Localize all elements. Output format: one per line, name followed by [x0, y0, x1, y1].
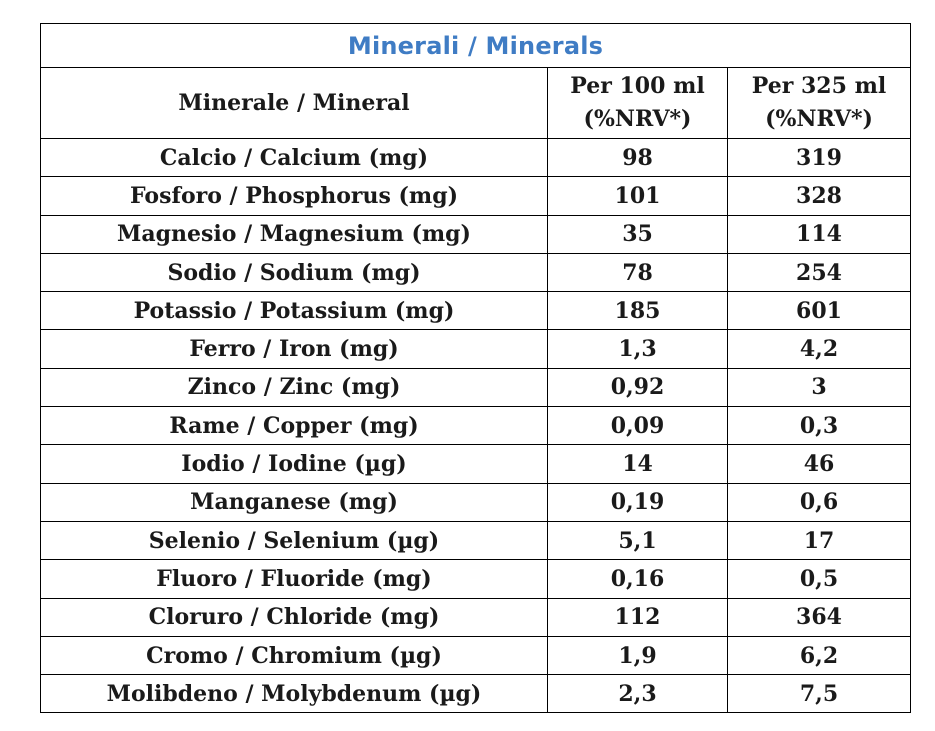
table-row: Iodio / Iodine (µg) 14 46 [40, 444, 912, 484]
header-per-100ml-line1: Per 100 ml [570, 73, 705, 99]
title-row: Minerali / Minerals [39, 23, 912, 68]
table-title: Minerali / Minerals [39, 23, 912, 68]
per-100ml-value: 1,3 [547, 329, 728, 369]
table-row: Manganese (mg) 0,19 0,6 [40, 482, 912, 522]
table-row: Sodio / Sodium (mg) 78 254 [40, 252, 912, 293]
mineral-name-cell: Ferro / Iron (mg) [40, 329, 548, 369]
per-325ml-value: 17 [726, 520, 912, 561]
per-325ml-value: 0,5 [726, 559, 912, 599]
mineral-name-cell: Selenio / Selenium (µg) [40, 520, 548, 561]
per-325ml-value: 319 [726, 137, 912, 178]
per-325ml-value: 601 [726, 291, 912, 331]
per-325ml-value: 254 [726, 252, 912, 293]
table-row: Magnesio / Magnesium (mg) 35 114 [40, 214, 912, 254]
per-100ml-value: 2,3 [547, 674, 728, 714]
table-row: Selenio / Selenium (µg) 5,1 17 [40, 520, 912, 561]
per-325ml-value: 0,3 [726, 406, 912, 446]
table-row: Cromo / Chromium (µg) 1,9 6,2 [40, 635, 912, 676]
table-row: Cloruro / Chloride (mg) 112 364 [40, 597, 912, 637]
per-100ml-value: 185 [547, 291, 728, 331]
per-100ml-value: 35 [547, 214, 728, 254]
per-325ml-value: 364 [726, 597, 912, 637]
per-325ml-value: 114 [726, 214, 912, 254]
header-row: Minerale / Mineral Per 100 ml (%NRV*) Pe… [40, 67, 912, 139]
mineral-name-cell: Potassio / Potassium (mg) [40, 291, 548, 331]
per-325ml-value: 7,5 [726, 674, 912, 714]
header-per-100ml-line2: (%NRV*) [583, 106, 692, 132]
mineral-name-cell: Cromo / Chromium (µg) [40, 635, 548, 676]
mineral-name-cell: Magnesio / Magnesium (mg) [40, 214, 548, 254]
header-per-100ml: Per 100 ml (%NRV*) [547, 67, 728, 139]
table-row: Zinco / Zinc (mg) 0,92 3 [40, 367, 912, 408]
per-325ml-value: 3 [726, 367, 912, 408]
table-row: Fosforo / Phosphorus (mg) 101 328 [40, 176, 912, 216]
mineral-name-cell: Rame / Copper (mg) [40, 406, 548, 446]
table-row: Ferro / Iron (mg) 1,3 4,2 [40, 329, 912, 369]
per-100ml-value: 0,16 [547, 559, 728, 599]
per-100ml-value: 98 [547, 137, 728, 178]
per-100ml-value: 0,92 [547, 367, 728, 408]
mineral-name-cell: Manganese (mg) [40, 482, 548, 522]
per-100ml-value: 14 [547, 444, 728, 484]
per-100ml-value: 112 [547, 597, 728, 637]
per-100ml-value: 5,1 [547, 520, 728, 561]
table-row: Rame / Copper (mg) 0,09 0,3 [40, 406, 912, 446]
header-per-325ml-line2: (%NRV*) [765, 106, 873, 132]
mineral-name-cell: Fosforo / Phosphorus (mg) [40, 176, 548, 216]
mineral-name-cell: Molibdeno / Molybdenum (µg) [40, 674, 548, 714]
per-100ml-value: 0,19 [547, 482, 728, 522]
header-per-325ml: Per 325 ml (%NRV*) [726, 67, 912, 139]
table-row: Molibdeno / Molybdenum (µg) 2,3 7,5 [40, 674, 912, 714]
mineral-name-cell: Zinco / Zinc (mg) [40, 367, 548, 408]
minerals-table: Minerali / Minerals Minerale / Mineral P… [39, 23, 912, 714]
table-row: Fluoro / Fluoride (mg) 0,16 0,5 [40, 559, 912, 599]
per-100ml-value: 78 [547, 252, 728, 293]
per-325ml-value: 6,2 [726, 635, 912, 676]
mineral-name-cell: Iodio / Iodine (µg) [40, 444, 548, 484]
mineral-name-cell: Cloruro / Chloride (mg) [40, 597, 548, 637]
per-100ml-value: 101 [547, 176, 728, 216]
header-per-325ml-line1: Per 325 ml [751, 73, 887, 99]
per-325ml-value: 46 [726, 444, 912, 484]
per-325ml-value: 0,6 [726, 482, 912, 522]
mineral-name-cell: Fluoro / Fluoride (mg) [40, 559, 548, 599]
per-325ml-value: 4,2 [726, 329, 912, 369]
mineral-name-cell: Sodio / Sodium (mg) [40, 252, 548, 293]
mineral-name-cell: Calcio / Calcium (mg) [40, 137, 548, 178]
per-100ml-value: 0,09 [547, 406, 728, 446]
header-mineral: Minerale / Mineral [40, 67, 548, 139]
per-325ml-value: 328 [726, 176, 912, 216]
per-100ml-value: 1,9 [547, 635, 728, 676]
table-row: Potassio / Potassium (mg) 185 601 [40, 291, 912, 331]
table-row: Calcio / Calcium (mg) 98 319 [40, 137, 912, 178]
